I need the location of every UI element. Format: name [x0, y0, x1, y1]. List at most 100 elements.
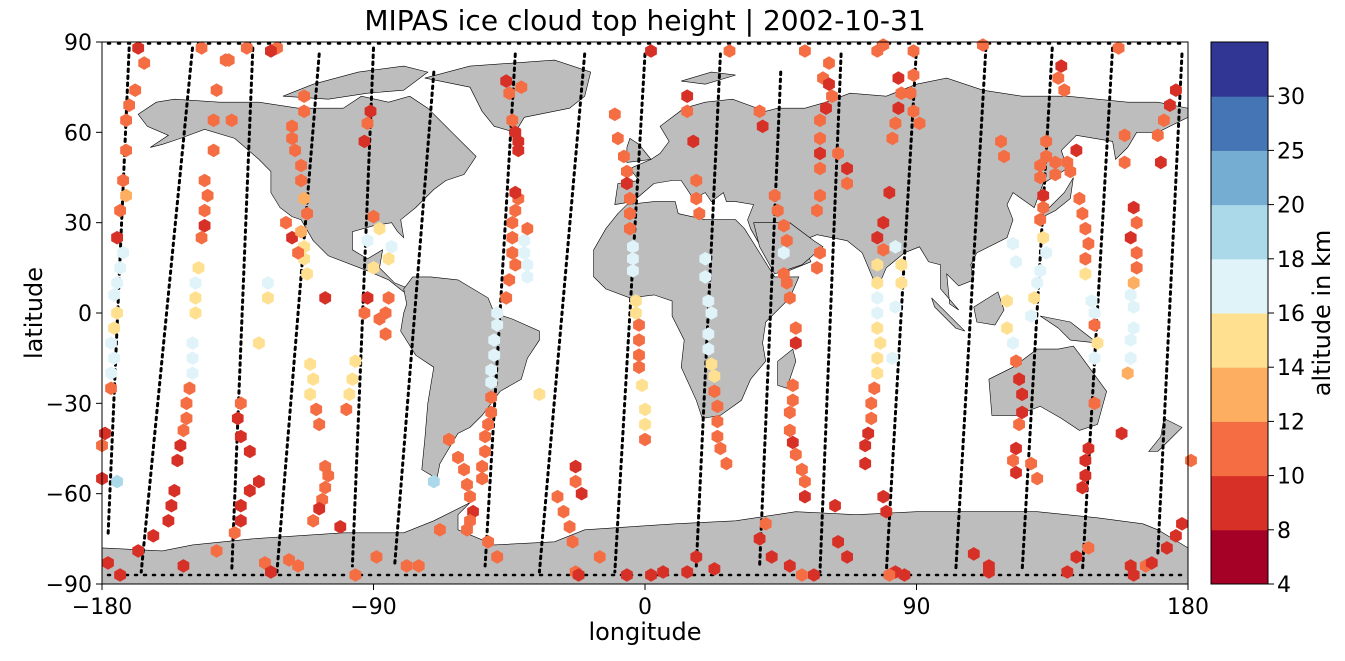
cloud-marker: [210, 544, 223, 558]
cloud-marker: [789, 336, 802, 350]
cloud-marker: [826, 89, 838, 103]
orbit-track: [954, 46, 988, 574]
cloud-marker: [198, 203, 211, 218]
cloud-marker: [500, 74, 513, 88]
cloud-marker: [714, 441, 727, 456]
cloud-marker: [645, 44, 657, 58]
cloud-marker: [105, 381, 117, 396]
cloud-marker: [814, 161, 826, 176]
cloud-marker: [575, 486, 588, 501]
cloud-marker: [687, 134, 700, 149]
cloud-marker: [210, 83, 223, 97]
cloud-marker: [690, 550, 703, 564]
cloud-marker: [506, 215, 519, 230]
cloud-marker: [105, 366, 117, 380]
cloud-marker: [111, 230, 123, 245]
cloud-marker: [225, 113, 238, 128]
cloud-marker: [198, 218, 211, 233]
colorbar-tick-label: 4: [1277, 573, 1291, 598]
cloud-marker: [624, 221, 636, 236]
cloud-marker: [796, 462, 808, 477]
cloud-marker: [358, 134, 371, 149]
cloud-marker: [1082, 441, 1095, 456]
cloud-marker: [234, 429, 247, 444]
cloud-marker: [180, 396, 193, 411]
cloud-marker: [998, 149, 1010, 164]
land-arabia-fix: [753, 222, 824, 275]
y-tick-label: 30: [64, 212, 92, 237]
cloud-marker: [485, 405, 497, 420]
cloud-marker: [1001, 321, 1013, 335]
cloud-marker: [808, 568, 820, 582]
cloud-marker: [491, 550, 504, 564]
cloud-marker: [1007, 336, 1019, 350]
cloud-marker: [319, 480, 332, 495]
cloud-marker: [593, 550, 606, 564]
cloud-marker: [907, 104, 920, 119]
cloud-marker: [1007, 453, 1019, 468]
x-tick-label: −90: [350, 595, 396, 620]
cloud-marker: [361, 233, 374, 248]
cloud-marker: [569, 459, 582, 474]
cloud-marker: [476, 471, 488, 486]
cloud-marker: [289, 143, 301, 158]
cloud-marker: [1025, 309, 1037, 323]
cloud-marker: [690, 173, 703, 188]
cloud-marker: [491, 306, 504, 320]
cloud-marker: [189, 276, 202, 290]
cloud-marker: [479, 444, 491, 459]
cloud-marker: [841, 550, 853, 564]
colorbar-tick-label: 20: [1277, 194, 1305, 219]
cloud-marker: [783, 423, 796, 438]
cloud-marker: [780, 233, 793, 248]
cloud-marker: [123, 98, 135, 112]
cloud-marker: [904, 86, 917, 100]
cloud-marker: [705, 357, 718, 371]
colorbar-segment: [1211, 313, 1268, 368]
cloud-marker: [283, 553, 295, 567]
cloud-marker: [1091, 336, 1104, 350]
cloud-marker: [292, 559, 304, 573]
cloud-marker: [777, 218, 790, 233]
cloud-marker: [265, 44, 277, 58]
cloud-marker: [1088, 306, 1101, 320]
cloud-marker: [889, 300, 902, 314]
cloud-marker: [195, 230, 208, 245]
cloud-marker: [799, 489, 811, 504]
cloud-marker: [512, 143, 525, 158]
cloud-marker: [138, 56, 151, 70]
cloud-marker: [533, 387, 546, 402]
chart-title: MIPAS ice cloud top height | 2002-10-31: [364, 4, 926, 37]
cloud-marker: [1079, 453, 1092, 468]
cloud-marker: [1040, 134, 1053, 149]
cloud-marker: [780, 276, 793, 290]
cloud-marker: [301, 267, 313, 281]
cloud-marker: [633, 333, 645, 347]
cloud-marker: [234, 396, 247, 411]
cloud-marker: [292, 246, 304, 260]
cloud-marker: [1124, 230, 1137, 245]
cloud-marker: [832, 535, 844, 549]
orbit-track: [230, 46, 255, 574]
cloud-marker: [1176, 517, 1188, 531]
cloud-marker: [382, 252, 395, 266]
cloud-marker: [895, 258, 908, 272]
cloud-marker: [461, 477, 473, 492]
orbit-track: [613, 52, 647, 574]
cloud-marker: [877, 215, 890, 230]
cloud-marker: [889, 116, 902, 131]
cloud-marker: [621, 176, 633, 191]
cloud-marker: [1007, 236, 1019, 251]
cloud-marker: [189, 291, 202, 305]
cloud-marker: [681, 104, 694, 119]
cloud-marker: [234, 514, 247, 528]
cloud-marker: [114, 261, 126, 275]
cloud-marker: [823, 56, 835, 70]
cloud-marker: [705, 306, 718, 320]
cloud-marker: [385, 240, 398, 254]
cloud-marker: [482, 417, 494, 432]
cloud-marker: [1124, 351, 1137, 365]
cloud-marker: [195, 41, 208, 55]
cloud-marker: [192, 261, 205, 275]
